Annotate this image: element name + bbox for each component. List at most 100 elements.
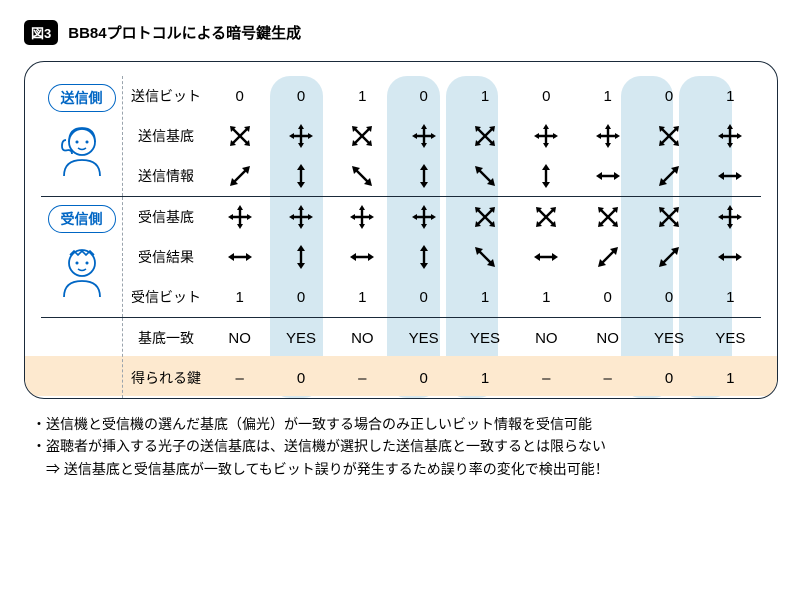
horizontal-arrow-icon [718,245,742,269]
rx-result [577,237,638,277]
horizontal-arrow-icon [534,245,558,269]
note-line: ・送信機と受信機の選んだ基底（偏光）が一致する場合のみ正しいビット情報を受信可能 [32,413,778,435]
rx-basis [700,197,761,237]
key-value: – [332,358,393,398]
receiver-column: 受信側 [41,197,123,317]
rect-basis-icon [534,124,558,148]
basis-match: NO [577,318,638,358]
figure-title: BB84プロトコルによる暗号鍵生成 [68,22,301,43]
row-label-tx-info: 送信情報 [123,156,209,196]
rx-bit: 0 [577,277,638,317]
rx-bit: 1 [332,277,393,317]
tx-basis [700,116,761,156]
rx-bit: 0 [393,277,454,317]
diag-basis-icon [657,205,681,229]
sender-avatar-icon [52,120,112,180]
rx-basis [577,197,638,237]
tx-info [332,156,393,196]
basis-match: NO [209,318,270,358]
diag-basis-icon [228,124,252,148]
empty-side-column [41,318,123,398]
horizontal-arrow-icon [350,245,374,269]
tx-bit: 1 [454,76,515,116]
basis-match: YES [454,318,515,358]
row-label-rx-result: 受信結果 [123,237,209,277]
tx-basis [638,116,699,156]
sender-badge: 送信側 [48,84,116,112]
row-label-rx-bit: 受信ビット [123,277,209,317]
section-divider [41,317,761,318]
key-value: – [516,358,577,398]
rx-bit: 1 [700,277,761,317]
rx-result [393,237,454,277]
key-value: 1 [454,358,515,398]
receiver-badge: 受信側 [48,205,116,233]
tx-info [700,156,761,196]
rx-basis [454,197,515,237]
key-value: 0 [638,358,699,398]
tx-bit: 0 [638,76,699,116]
row-label-match: 基底一致 [123,318,209,358]
diag-basis-icon [473,124,497,148]
rx-bit: 0 [638,277,699,317]
tx-basis [270,116,331,156]
tx-bit: 0 [516,76,577,116]
rx-result [270,237,331,277]
ne-arrow-icon [657,245,681,269]
tx-basis [516,116,577,156]
tx-basis [454,116,515,156]
rx-result [638,237,699,277]
note-line: ⇒ 送信基底と受信基底が一致してもビット誤りが発生するため誤り率の変化で検出可能… [32,458,778,480]
tx-basis [577,116,638,156]
figure-header: 図3 BB84プロトコルによる暗号鍵生成 [24,20,778,45]
tx-info [209,156,270,196]
sender-column: 送信側 [41,76,123,196]
key-value: – [577,358,638,398]
basis-match: YES [270,318,331,358]
key-value: 0 [270,358,331,398]
row-label-tx-bit: 送信ビット [123,76,209,116]
basis-match: YES [700,318,761,358]
horizontal-arrow-icon [718,164,742,188]
tx-basis [209,116,270,156]
tx-info [270,156,331,196]
rect-basis-icon [412,205,436,229]
tx-bit: 1 [700,76,761,116]
rect-basis-icon [228,205,252,229]
basis-match: NO [332,318,393,358]
tx-info [577,156,638,196]
basis-match: YES [393,318,454,358]
rx-result [332,237,393,277]
rx-basis [332,197,393,237]
nw-arrow-icon [350,164,374,188]
tx-info [393,156,454,196]
rx-bit: 1 [209,277,270,317]
rx-basis [516,197,577,237]
rect-basis-icon [289,124,313,148]
bb84-panel: 送信側 送信ビット001010101送信基底 [24,61,778,399]
vertical-arrow-icon [289,245,313,269]
vertical-arrow-icon [412,245,436,269]
tx-info [516,156,577,196]
tx-bit: 0 [270,76,331,116]
rect-basis-icon [289,205,313,229]
ne-arrow-icon [657,164,681,188]
rx-result [454,237,515,277]
key-value: 0 [393,358,454,398]
rx-basis [270,197,331,237]
basis-match: NO [516,318,577,358]
vertical-arrow-icon [412,164,436,188]
figure-badge: 図3 [24,20,58,45]
horizontal-arrow-icon [596,164,620,188]
basis-match: YES [638,318,699,358]
rx-bit: 1 [454,277,515,317]
rect-basis-icon [596,124,620,148]
key-value: – [209,358,270,398]
rx-basis [393,197,454,237]
rx-bit: 0 [270,277,331,317]
rx-basis [638,197,699,237]
row-label-key: 得られる鍵 [123,358,209,398]
vertical-arrow-icon [289,164,313,188]
tx-bit: 0 [393,76,454,116]
horizontal-arrow-icon [228,245,252,269]
